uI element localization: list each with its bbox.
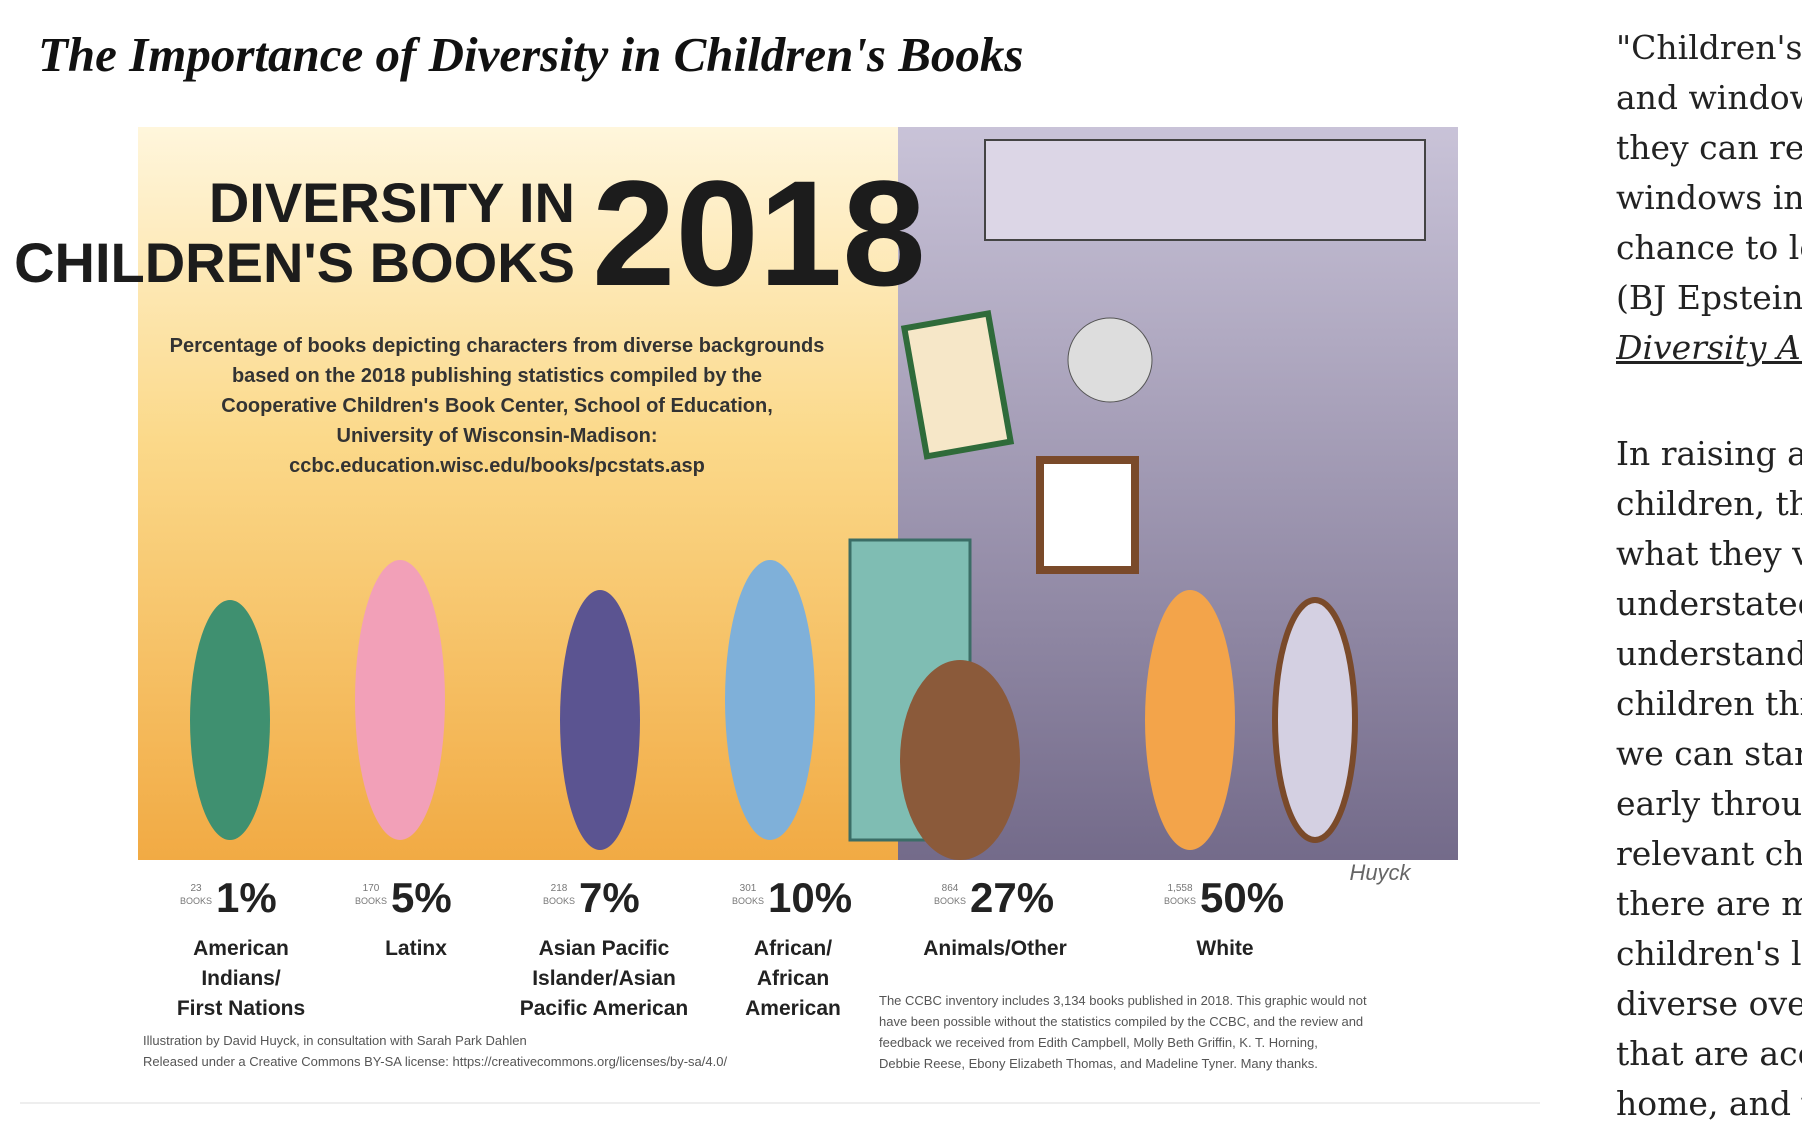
heading: DIVERSITY IN [209,171,575,234]
child-4 [725,560,815,840]
stat-label: African/ [754,937,832,960]
percent: 7% [579,874,640,921]
sidebar-line: windows in [1616,178,1802,217]
book-unit: BOOKS [180,896,212,906]
stat-label: Pacific American [520,997,688,1020]
portrait [900,310,1015,460]
year: 2018 [592,149,926,317]
stat-label: Latinx [385,937,447,960]
sidebar-line: what they vi [1616,534,1802,573]
sidebar-line: and window [1616,78,1802,117]
heading: CHILDREN'S BOOKS [14,231,575,294]
picture-frame [1036,456,1139,574]
sidebar-line: that are acc [1616,1034,1802,1073]
footnote: The CCBC inventory includes 3,134 books … [879,993,1367,1008]
footnote: have been possible without the statistic… [879,1014,1363,1029]
window [984,139,1426,241]
stat-label: Indians/ [201,967,281,990]
credit: Illustration by David Huyck, in consulta… [143,1033,527,1048]
sidebar-line: diverse over [1616,984,1802,1023]
percent: 1% [216,874,277,921]
sidebar-line: there are ma [1616,884,1802,923]
book-unit: BOOKS [543,896,575,906]
book-count: 23 [190,883,202,894]
bear [900,660,1020,860]
sidebar-line: (BJ Epstein, [1616,278,1802,317]
stat-label: Islander/Asian [532,967,676,990]
percent: 5% [391,874,452,921]
book-count: 301 [740,883,757,894]
book-unit: BOOKS [1164,896,1196,906]
sidebar-line: children, th [1616,484,1802,523]
percent: 10% [768,874,852,921]
child-2 [355,560,445,840]
footnote: Debbie Reese, Ebony Elizabeth Thomas, an… [879,1056,1318,1071]
stat-label: First Nations [177,997,305,1020]
description: ccbc.education.wisc.edu/books/pcstats.as… [289,455,705,477]
sidebar-line: they can ref [1616,128,1802,167]
description: Percentage of books depicting characters… [170,335,825,357]
sidebar-line: early throug [1616,784,1802,823]
percent: 50% [1200,874,1284,921]
sidebar: "Children's and window they can ref windows… [1616,0,1802,1140]
book-unit: BOOKS [355,896,387,906]
article-title: The Importance of Diversity in Children'… [38,27,1024,82]
stat-label: American [745,997,841,1020]
description: University of Wisconsin-Madison: [337,425,658,447]
sidebar-line: home, and v [1616,1084,1802,1123]
description: Cooperative Children's Book Center, Scho… [221,395,773,417]
book-count: 1,558 [1167,883,1192,894]
sidebar-line: understandi [1616,634,1802,673]
description: based on the 2018 publishing statistics … [232,365,762,387]
stat-label: American [193,937,289,960]
sidebar-line: children's li [1616,934,1802,973]
child-5 [1145,590,1235,850]
stat-label: African [757,967,829,990]
floor [138,860,1460,1090]
sidebar-line: In raising ar [1616,434,1802,473]
sidebar-line: chance to le [1616,228,1802,267]
sidebar-line: children thr [1616,684,1802,723]
child-3 [560,590,640,850]
stat-label: Asian Pacific [539,937,670,960]
book-unit: BOOKS [934,896,966,906]
book-count: 864 [942,883,959,894]
credit: Released under a Creative Commons BY-SA … [143,1054,727,1069]
standing-mirror [1272,597,1358,843]
sidebar-line: we can start [1616,734,1802,773]
sidebar-line: understated [1616,584,1802,623]
child-1 [190,600,270,840]
book-count: 170 [363,883,380,894]
citation-link[interactable]: Diversity Are [1616,328,1802,367]
disco-ball [1067,317,1153,403]
footnote: feedback we received from Edith Campbell… [879,1035,1318,1050]
book-count: 218 [551,883,568,894]
signature: Huyck [1349,860,1411,885]
percent: 27% [970,874,1054,921]
stat-label: White [1196,937,1253,960]
book-unit: BOOKS [732,896,764,906]
stat-label: Animals/Other [923,937,1067,960]
sidebar-line: relevant chi [1616,834,1802,873]
divider [20,1102,1540,1104]
sidebar-line: "Children's [1616,28,1802,67]
